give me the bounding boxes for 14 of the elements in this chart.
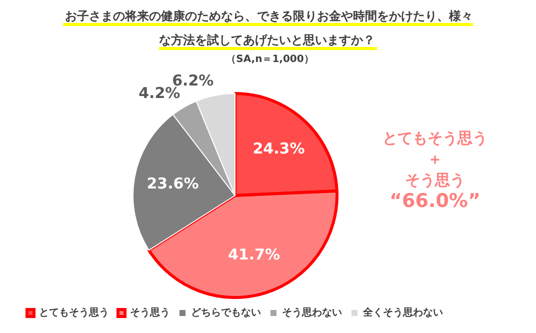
legend-label: どちらでもない [191,308,261,319]
data-label: 23.6% [146,174,199,192]
chart-title: お子さまの将来の健康のためなら、できる限りお金や時間をかけたり、様々な方法を試してあげたいと思いますか？ [63,9,473,50]
legend-label: そう思わない [282,306,342,319]
legend-label: そう思う [130,306,170,319]
data-label: 24.3% [252,140,305,158]
legend-label: とてもそう思う [39,306,109,319]
text: （SA,n＝1,000） [225,53,315,66]
legend-label: 全くそう思わない [362,306,443,319]
data-label: 41.7% [228,246,280,264]
text: そう思う [405,171,465,189]
text: ＋ [428,150,442,168]
text: とてもそう思う [382,129,488,147]
text: “66.0%” [390,190,480,212]
